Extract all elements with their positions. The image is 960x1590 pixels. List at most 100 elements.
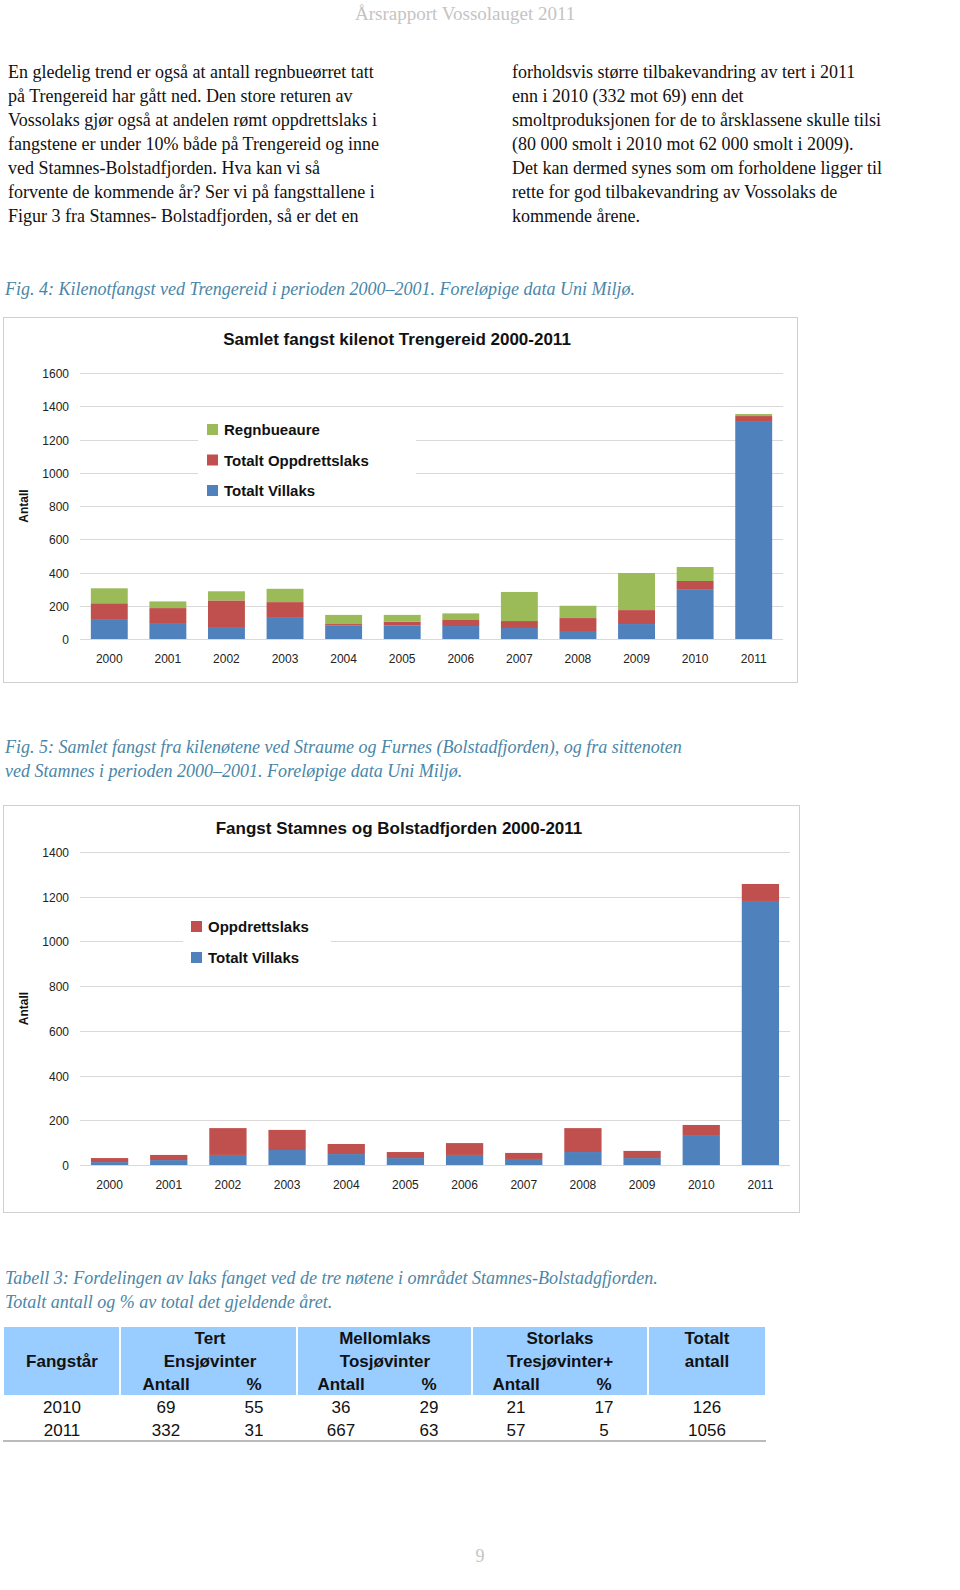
x-tick-label: 2000 [96,1178,123,1192]
table-caption: Totalt antall og % av total det gjeldend… [5,1290,332,1314]
x-tick-label: 2009 [623,652,650,666]
body-text-line: smoltproduksjonen for de to årsklassene … [512,108,881,132]
bar-segment [442,619,479,626]
body-text-line: (80 000 smolt i 2010 mot 62 000 smolt i … [512,132,854,156]
x-tick-label: 2010 [682,652,709,666]
bar-segment [91,1162,128,1165]
bar-segment [208,600,245,627]
table-header: Antall [416,1373,616,1396]
bar-segment [325,615,362,624]
bar-segment [384,615,421,622]
table-cell: 126 [607,1396,807,1419]
table-cell: 55 [154,1396,354,1419]
chart: Samlet fangst kilenot Trengereid 2000-20… [4,318,798,683]
bar-segment [149,623,186,639]
bar-segment [623,1158,660,1165]
grid-line [80,539,783,540]
x-tick-label: 2008 [570,1178,597,1192]
bar-segment [442,626,479,639]
bar-segment [384,622,421,626]
bar-segment [387,1152,424,1158]
bar-segment [328,1144,365,1154]
body-text-line: ved Stamnes-Bolstadfjorden. Hva kan vi s… [8,156,320,180]
bar-segment [683,1125,720,1135]
bar-segment [150,1160,187,1165]
body-text-line: forholdsvis større tilbakevandring av te… [512,60,855,84]
running-header: Årsrapport Vossolauget 2011 [355,3,575,25]
bar-segment [683,1135,720,1165]
legend-label: Oppdrettslaks [208,918,309,935]
bar-segment [560,631,597,639]
x-tick-label: 2005 [389,652,416,666]
table-header: Fangstår [0,1350,162,1373]
bar-segment [91,1158,128,1162]
bar-segment [623,1151,660,1158]
grid-line [80,1031,790,1032]
y-tick-label: 1600 [42,367,69,381]
body-text-line: forvente de kommende år? Ser vi på fangs… [8,180,375,204]
table-header: Antall [66,1373,266,1396]
x-tick-label: 2006 [451,1178,478,1192]
grid-line [80,1076,790,1077]
table-cell: 63 [329,1419,529,1442]
bar-segment [677,589,714,639]
table-cell: 57 [416,1419,616,1442]
figure-caption: Fig. 5: Samlet fangst fra kilenøtene ved… [5,735,682,759]
bar-segment [677,567,714,581]
bar-segment [742,901,779,1165]
table-caption: Tabell 3: Fordelingen av laks fanget ved… [5,1266,658,1290]
body-text-line: fangstene er under 10% både på Trengerei… [8,132,379,156]
y-tick-label: 1000 [42,935,69,949]
y-tick-label: 400 [49,1070,69,1084]
bar-segment [442,613,479,619]
table-header: % [504,1373,704,1396]
chart: Fangst Stamnes og Bolstadfjorden 2000-20… [4,806,800,1213]
bar-segment [267,602,304,617]
bar-segment [735,416,772,421]
grid-line [80,1165,790,1166]
bar-segment [149,608,186,623]
bar-segment [618,624,655,639]
bars [91,884,779,1165]
legend: OppdrettslaksTotalt Villaks [183,912,331,972]
x-tick-label: 2004 [330,652,357,666]
y-tick-label: 0 [62,633,69,647]
body-text-line: Vossolaks gjør også at andelen rømt oppd… [8,108,377,132]
grid-line [80,373,783,374]
body-text-line: rette for god tilbakevandring av Vossola… [512,180,837,204]
body-text-line: Det kan dermed synes som om forholdene l… [512,156,882,180]
table-cell: 17 [504,1396,704,1419]
bar-segment [387,1158,424,1165]
table-header: Tosjøvinter [285,1350,485,1373]
bar-segment [208,627,245,639]
chart-frame [4,318,798,683]
bar-segment [384,626,421,639]
bar-segment [325,624,362,626]
table-cell: 31 [154,1419,354,1442]
y-tick-label: 0 [62,1159,69,1173]
table-cell: 5 [504,1419,704,1442]
x-tick-label: 2001 [155,1178,182,1192]
table-header: antall [607,1350,807,1373]
y-tick-label: 1200 [42,434,69,448]
y-tick-label: 800 [49,980,69,994]
table-header: Tert [110,1327,310,1350]
x-tick-label: 2010 [688,1178,715,1192]
bar-segment [618,573,655,610]
body-text-line: Figur 3 fra Stamnes- Bolstadfjorden, så … [8,204,358,228]
table-header: Storlaks [460,1327,660,1350]
bar-segment [501,621,538,628]
bar-segment [735,421,772,639]
bar-segment [505,1153,542,1159]
y-axis-label: Antall [17,992,31,1025]
y-tick-label: 1400 [42,400,69,414]
bar-segment [742,884,779,901]
body-text-line: En gledelig trend er også at antall regn… [8,60,374,84]
x-tick-label: 2000 [96,652,123,666]
grid-line [80,639,783,640]
bar-segment [560,606,597,618]
y-tick-label: 800 [49,500,69,514]
bar-segment [325,626,362,639]
body-text-line: kommende årene. [512,204,640,228]
table-header: Antall [241,1373,441,1396]
